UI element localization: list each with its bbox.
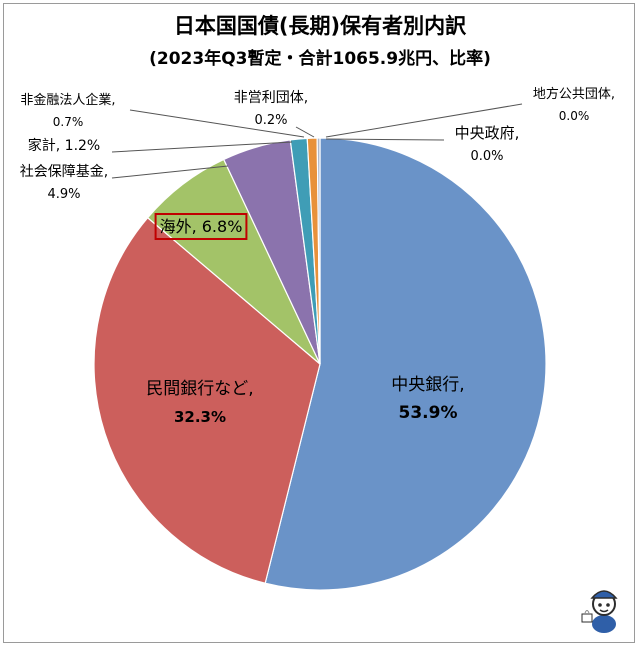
- slice-value-3: 4.9%: [47, 187, 80, 202]
- chart-frame: [3, 3, 635, 643]
- mascot-logo-icon: [581, 590, 618, 633]
- leader-line-3: [111, 165, 229, 179]
- slice-label-3: 社会保障基金,: [20, 163, 108, 180]
- slice-value-8: 0.0%: [470, 149, 503, 164]
- slice-value-7: 0.0%: [559, 109, 590, 123]
- pie-slice-0: [264, 137, 547, 591]
- chart-title: 日本国国債(長期)保有者別内訳: [173, 14, 467, 38]
- highlight-box: [154, 213, 248, 240]
- leader-line-7: [325, 103, 523, 138]
- slice-value-1: 32.3%: [174, 408, 226, 426]
- pie-slice-6: [316, 137, 321, 365]
- slice-label-4: 家計, 1.2%: [28, 137, 100, 154]
- slice-label-8: 中央政府,: [455, 124, 520, 142]
- slice-label-6: 非営利団体,: [234, 90, 308, 106]
- pie-slice-1: [93, 216, 321, 584]
- leader-line-8: [325, 138, 445, 141]
- slice-label-0: 中央銀行,: [391, 375, 464, 395]
- slice-label-1: 民間銀行など,: [146, 379, 253, 399]
- chart-subtitle: (2023年Q3暫定・合計1065.9兆円、比率): [149, 49, 491, 69]
- leader-line-4: [111, 141, 293, 153]
- leader-line-5: [129, 109, 305, 138]
- slice-value-0: 53.9%: [399, 403, 458, 423]
- leader-line-6: [295, 126, 315, 138]
- slice-label-5: 非金融法人企業,: [20, 92, 115, 108]
- slice-value-6: 0.2%: [254, 113, 287, 128]
- slice-label-2: 海外, 6.8%: [160, 217, 243, 236]
- slice-value-5: 0.7%: [53, 115, 84, 129]
- slice-label-7: 地方公共団体,: [533, 86, 615, 102]
